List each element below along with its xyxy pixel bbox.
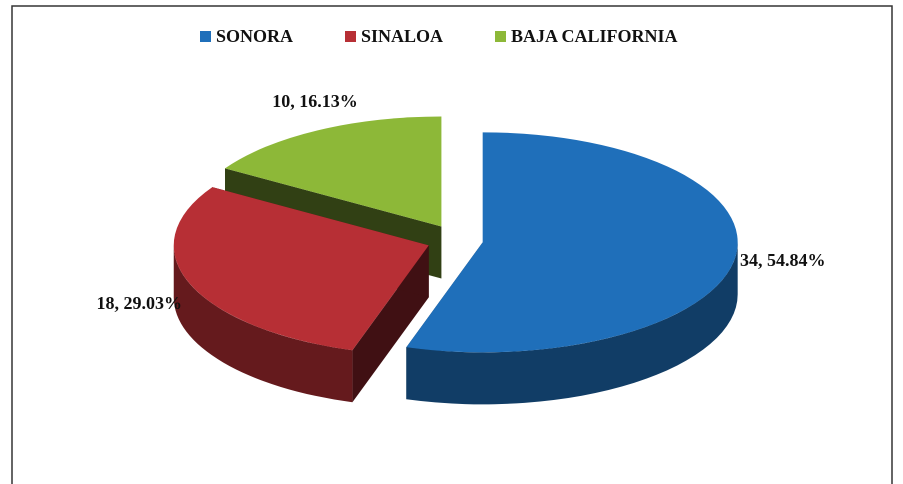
slice-wall (173, 245, 353, 403)
slice-top (406, 132, 738, 353)
legend-swatch (200, 31, 211, 42)
pie-slice (173, 187, 429, 403)
data-label: 10, 16.13% (272, 91, 358, 111)
pie-slice (406, 132, 738, 405)
slice-top (225, 116, 442, 227)
slice-top (173, 187, 429, 351)
legend-label: SINALOA (361, 26, 443, 46)
legend-swatch (345, 31, 356, 42)
chart-frame (11, 5, 893, 484)
legend-label: SONORA (216, 26, 293, 46)
data-label: 18, 29.03% (97, 293, 183, 313)
legend-label: BAJA CALIFORNIA (511, 26, 678, 46)
slice-wall (406, 242, 738, 405)
data-label: 34, 54.84% (740, 250, 826, 270)
legend-swatch (495, 31, 506, 42)
